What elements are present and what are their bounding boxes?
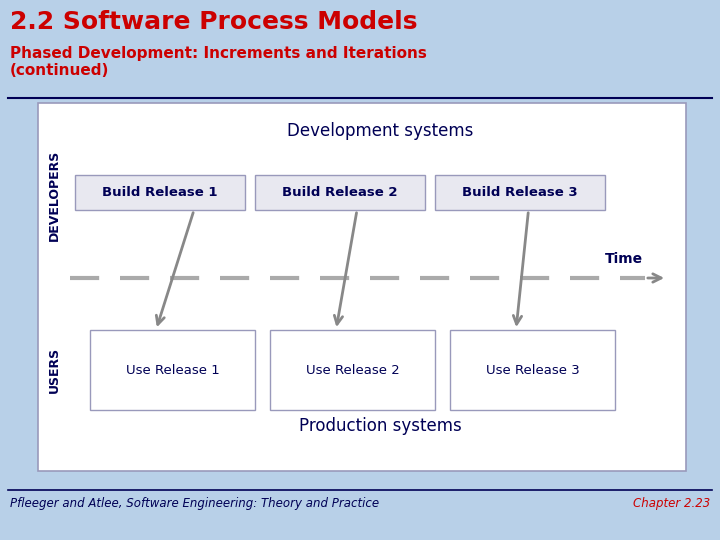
Text: Development systems: Development systems — [287, 122, 473, 140]
Bar — [255, 175, 425, 210]
Text: Use Release 3: Use Release 3 — [485, 363, 580, 376]
Text: Chapter 2.23: Chapter 2.23 — [633, 497, 710, 510]
Text: Production systems: Production systems — [299, 417, 462, 435]
Bar — [38, 103, 686, 471]
Text: 2.2 Software Process Models: 2.2 Software Process Models — [10, 10, 418, 34]
Bar — [75, 175, 245, 210]
Text: Build Release 1: Build Release 1 — [102, 186, 217, 199]
Text: Use Release 1: Use Release 1 — [125, 363, 220, 376]
Text: Time: Time — [605, 252, 643, 266]
Text: DEVELOPERS: DEVELOPERS — [48, 150, 60, 241]
Text: Use Release 2: Use Release 2 — [305, 363, 400, 376]
Text: USERS: USERS — [48, 347, 60, 393]
Text: Phased Development: Increments and Iterations
(continued): Phased Development: Increments and Itera… — [10, 46, 427, 78]
Bar — [450, 330, 615, 410]
Text: Build Release 2: Build Release 2 — [282, 186, 397, 199]
Bar — [90, 330, 255, 410]
Text: Pfleeger and Atlee, Software Engineering: Theory and Practice: Pfleeger and Atlee, Software Engineering… — [10, 497, 379, 510]
Bar — [435, 175, 605, 210]
Text: Build Release 3: Build Release 3 — [462, 186, 578, 199]
Bar — [270, 330, 435, 410]
